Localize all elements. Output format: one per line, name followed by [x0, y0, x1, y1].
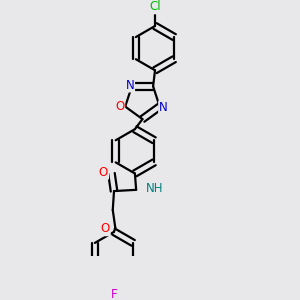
Text: NH: NH: [146, 182, 164, 195]
Text: O: O: [115, 100, 124, 113]
Text: N: N: [159, 101, 168, 114]
Text: O: O: [100, 222, 110, 235]
Text: F: F: [111, 288, 117, 300]
Text: N: N: [125, 79, 134, 92]
Text: Cl: Cl: [149, 0, 161, 14]
Text: O: O: [99, 166, 108, 179]
